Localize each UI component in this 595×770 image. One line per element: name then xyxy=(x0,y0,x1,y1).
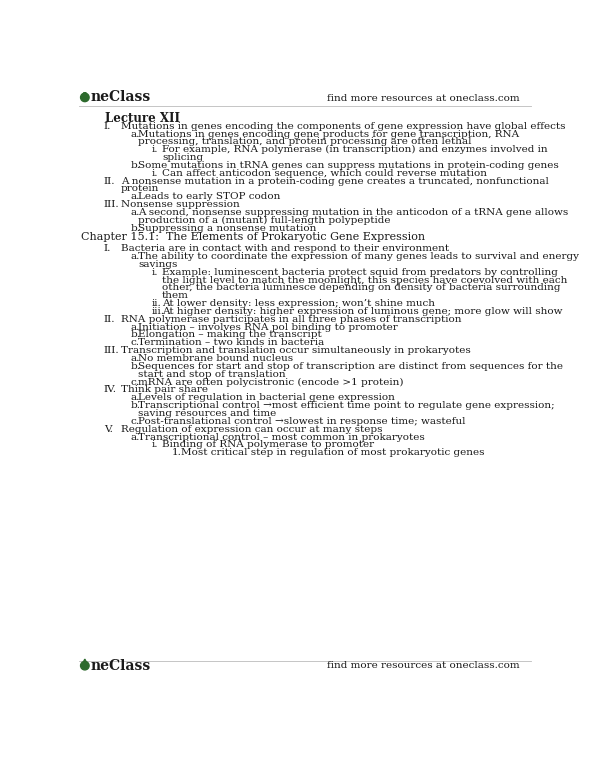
Text: b.: b. xyxy=(130,224,140,233)
Text: No membrane bound nucleus: No membrane bound nucleus xyxy=(138,354,293,363)
Text: A second, nonsense suppressing mutation in the anticodon of a tRNA gene allows: A second, nonsense suppressing mutation … xyxy=(138,208,568,217)
Text: At lower density: less expression; won’t shine much: At lower density: less expression; won’t… xyxy=(162,299,435,308)
Text: III.: III. xyxy=(104,346,120,355)
Text: RNA polymerase participates in all three phases of transcription: RNA polymerase participates in all three… xyxy=(121,315,461,323)
Text: i.: i. xyxy=(152,169,158,178)
Text: processing, translation, and protein processing are often lethal: processing, translation, and protein pro… xyxy=(138,137,471,146)
Circle shape xyxy=(80,661,89,670)
Text: Levels of regulation in bacterial gene expression: Levels of regulation in bacterial gene e… xyxy=(138,393,395,402)
Text: Transcription and translation occur simultaneously in prokaryotes: Transcription and translation occur simu… xyxy=(121,346,471,355)
Text: other, the bacteria luminesce depending on density of bacteria surrounding: other, the bacteria luminesce depending … xyxy=(162,283,560,293)
Text: For example, RNA polymerase (in transcription) and enzymes involved in: For example, RNA polymerase (in transcri… xyxy=(162,146,547,154)
Text: a.: a. xyxy=(130,433,140,441)
Text: V.: V. xyxy=(104,425,112,434)
Text: savings: savings xyxy=(138,259,177,269)
Text: Transcriptional control – most common in prokaryotes: Transcriptional control – most common in… xyxy=(138,433,425,441)
Text: a.: a. xyxy=(130,192,140,201)
Text: b.: b. xyxy=(130,362,140,371)
Text: II.: II. xyxy=(104,176,115,186)
Text: Elongation – making the transcript: Elongation – making the transcript xyxy=(138,330,322,340)
Text: Termination – two kinds in bacteria: Termination – two kinds in bacteria xyxy=(138,338,324,347)
Text: i.: i. xyxy=(152,146,158,154)
Text: Post-translational control →slowest in response time; wasteful: Post-translational control →slowest in r… xyxy=(138,417,465,426)
Text: IV.: IV. xyxy=(104,386,117,394)
Text: find more resources at oneclass.com: find more resources at oneclass.com xyxy=(327,661,520,670)
Text: I.: I. xyxy=(104,122,111,131)
Text: Example: luminescent bacteria protect squid from predators by controlling: Example: luminescent bacteria protect sq… xyxy=(162,268,558,276)
Text: a.: a. xyxy=(130,393,140,402)
Text: Lecture XII: Lecture XII xyxy=(105,112,180,125)
Text: Leads to early STOP codon: Leads to early STOP codon xyxy=(138,192,280,201)
Text: Mutations in genes encoding gene products for gene transcription, RNA: Mutations in genes encoding gene product… xyxy=(138,129,519,139)
Text: Mutations in genes encoding the components of gene expression have global effect: Mutations in genes encoding the componen… xyxy=(121,122,565,131)
Text: them: them xyxy=(162,291,189,300)
Text: neClass: neClass xyxy=(90,90,151,105)
Text: find more resources at oneclass.com: find more resources at oneclass.com xyxy=(327,94,520,103)
Text: 1.: 1. xyxy=(172,448,182,457)
Text: a.: a. xyxy=(130,354,140,363)
Text: Most critical step in regulation of most prokaryotic genes: Most critical step in regulation of most… xyxy=(180,448,484,457)
Text: b.: b. xyxy=(130,330,140,340)
Text: Some mutations in tRNA genes can suppress mutations in protein-coding genes: Some mutations in tRNA genes can suppres… xyxy=(138,161,559,170)
Text: a.: a. xyxy=(130,252,140,261)
Text: saving resources and time: saving resources and time xyxy=(138,409,276,418)
Text: c.: c. xyxy=(130,377,139,387)
Text: Think pair share: Think pair share xyxy=(121,386,208,394)
Polygon shape xyxy=(83,659,86,662)
Polygon shape xyxy=(83,91,86,94)
Circle shape xyxy=(80,93,89,102)
Text: protein: protein xyxy=(121,185,159,193)
Text: a.: a. xyxy=(130,323,140,332)
Text: neClass: neClass xyxy=(90,658,151,673)
Text: A nonsense mutation in a protein-coding gene creates a truncated, nonfunctional: A nonsense mutation in a protein-coding … xyxy=(121,176,549,186)
Text: Regulation of expression can occur at many steps: Regulation of expression can occur at ma… xyxy=(121,425,383,434)
Text: start and stop of translation: start and stop of translation xyxy=(138,370,286,379)
Text: production of a (mutant) full-length polypeptide: production of a (mutant) full-length pol… xyxy=(138,216,390,225)
Text: b.: b. xyxy=(130,161,140,170)
Text: splicing: splicing xyxy=(162,153,203,162)
Text: Bacteria are in contact with and respond to their environment: Bacteria are in contact with and respond… xyxy=(121,244,449,253)
Text: II.: II. xyxy=(104,315,115,323)
Text: I.: I. xyxy=(104,244,111,253)
Text: Transcriptional control →most efficient time point to regulate gene expression;: Transcriptional control →most efficient … xyxy=(138,401,555,410)
Text: a.: a. xyxy=(130,129,140,139)
Text: b.: b. xyxy=(130,401,140,410)
Text: i.: i. xyxy=(152,440,158,450)
Text: c.: c. xyxy=(130,338,139,347)
Text: iii.: iii. xyxy=(152,307,165,316)
Text: a.: a. xyxy=(130,208,140,217)
Text: At higher density: higher expression of luminous gene; more glow will show: At higher density: higher expression of … xyxy=(162,307,562,316)
Text: Chapter 15.1:  The Elements of Prokaryotic Gene Expression: Chapter 15.1: The Elements of Prokaryoti… xyxy=(80,232,425,242)
Text: III.: III. xyxy=(104,200,120,209)
Text: ii.: ii. xyxy=(152,299,162,308)
Text: c.: c. xyxy=(130,417,139,426)
Text: i.: i. xyxy=(152,268,158,276)
Text: Initiation – involves RNA pol binding to promoter: Initiation – involves RNA pol binding to… xyxy=(138,323,397,332)
Text: The ability to coordinate the expression of many genes leads to survival and ene: The ability to coordinate the expression… xyxy=(138,252,579,261)
Text: Suppressing a nonsense mutation: Suppressing a nonsense mutation xyxy=(138,224,317,233)
Text: mRNA are often polycistronic (encode >1 protein): mRNA are often polycistronic (encode >1 … xyxy=(138,377,403,387)
Text: Can affect anticodon sequence, which could reverse mutation: Can affect anticodon sequence, which cou… xyxy=(162,169,487,178)
Text: Nonsense suppression: Nonsense suppression xyxy=(121,200,240,209)
Text: Sequences for start and stop of transcription are distinct from sequences for th: Sequences for start and stop of transcri… xyxy=(138,362,563,371)
Text: Binding of RNA polymerase to promoter: Binding of RNA polymerase to promoter xyxy=(162,440,374,450)
Text: the light level to match the moonlight, this species have coevolved with each: the light level to match the moonlight, … xyxy=(162,276,567,284)
